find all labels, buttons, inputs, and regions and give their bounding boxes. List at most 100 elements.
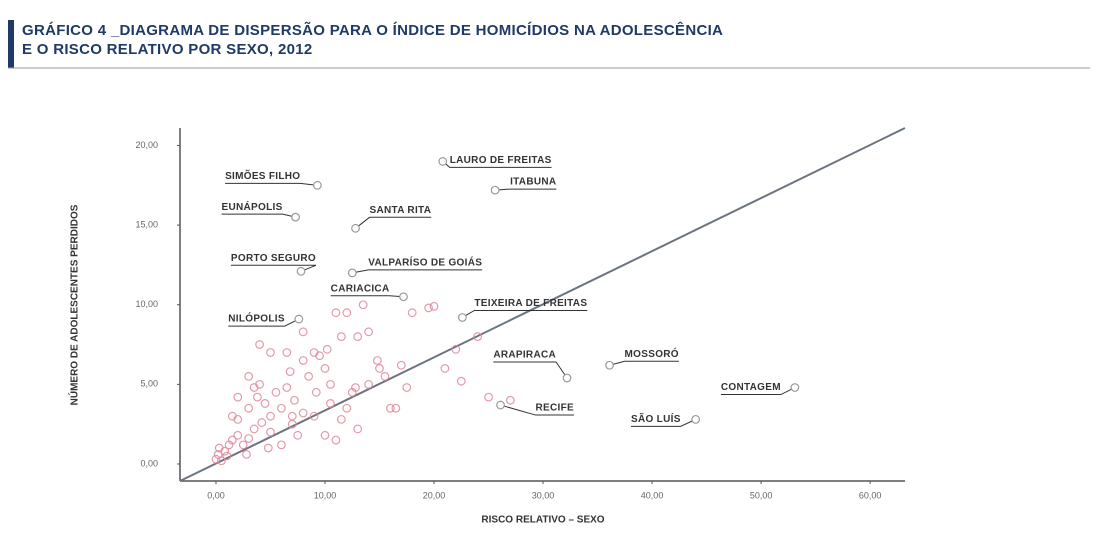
chart-title: GRÁFICO 4 _DIAGRAMA DE DISPERSÃO PARA O … bbox=[22, 21, 723, 39]
point bbox=[233, 392, 243, 402]
point bbox=[372, 356, 382, 365]
point bbox=[505, 395, 515, 405]
point bbox=[691, 414, 701, 424]
point bbox=[396, 360, 406, 370]
point bbox=[266, 348, 275, 357]
point bbox=[364, 379, 374, 389]
point bbox=[242, 450, 251, 459]
point bbox=[217, 456, 226, 466]
y-tick-label: 5,00 bbox=[140, 379, 158, 389]
point bbox=[290, 395, 299, 405]
point bbox=[429, 301, 439, 311]
annotation-leader bbox=[495, 188, 557, 191]
annotation-label: TEIXEIRA DE FREITAS bbox=[474, 298, 587, 309]
point bbox=[375, 364, 384, 373]
point bbox=[294, 314, 304, 324]
point bbox=[399, 292, 408, 302]
point bbox=[244, 403, 254, 413]
point bbox=[249, 383, 259, 392]
point bbox=[336, 414, 346, 424]
x-tick-label: 60,00 bbox=[859, 490, 882, 500]
point bbox=[496, 400, 505, 410]
point bbox=[605, 360, 614, 370]
point bbox=[282, 383, 292, 392]
annotation-label: CONTAGEM bbox=[721, 382, 781, 393]
point bbox=[347, 268, 357, 278]
point bbox=[266, 427, 275, 437]
point bbox=[311, 387, 321, 397]
annotation-label: CARIACICA bbox=[331, 283, 390, 294]
annotation-leader bbox=[500, 404, 575, 416]
annotation-leader bbox=[462, 309, 588, 318]
point bbox=[266, 411, 275, 421]
annotation-leader bbox=[442, 161, 552, 168]
point bbox=[298, 356, 308, 365]
point bbox=[276, 440, 286, 450]
x-axis-label: RISCO RELATIVO – SEXO bbox=[481, 515, 604, 526]
point bbox=[271, 387, 281, 397]
title-bar bbox=[8, 20, 14, 68]
point bbox=[222, 451, 232, 461]
point bbox=[285, 367, 295, 377]
point bbox=[282, 348, 292, 357]
annotation-label: ARAPIRACA bbox=[493, 350, 556, 361]
point bbox=[484, 392, 493, 402]
annotation-label: LAURO DE FREITAS bbox=[450, 155, 552, 166]
annotation-label: VALPARÍSO DE GOIÁS bbox=[368, 256, 482, 269]
annotation-leader bbox=[228, 318, 300, 327]
annotation-label: NILÓPOLIS bbox=[228, 312, 285, 325]
point bbox=[244, 371, 254, 381]
point bbox=[358, 300, 368, 310]
point bbox=[322, 344, 332, 354]
x-tick-label: 30,00 bbox=[532, 490, 555, 500]
annotation-label: SÃO LUÍS bbox=[631, 412, 681, 425]
annotation-label: RECIFE bbox=[536, 403, 574, 414]
point bbox=[353, 332, 363, 341]
point bbox=[227, 435, 237, 445]
annotation-leader bbox=[225, 182, 318, 186]
point bbox=[331, 435, 341, 445]
annotation-label: EUNÁPOLIS bbox=[222, 200, 283, 213]
point bbox=[790, 383, 800, 392]
y-tick-label: 0,00 bbox=[140, 458, 158, 468]
point bbox=[320, 430, 330, 440]
point bbox=[331, 308, 341, 318]
annotation-leader bbox=[230, 264, 317, 272]
reference-line bbox=[179, 127, 906, 482]
point bbox=[386, 403, 395, 413]
point bbox=[304, 371, 314, 381]
annotation-leader bbox=[330, 295, 404, 298]
annotation-label: MOSSORÓ bbox=[625, 347, 679, 360]
point bbox=[326, 379, 335, 389]
point bbox=[438, 157, 448, 166]
point bbox=[253, 392, 262, 402]
point bbox=[298, 327, 308, 337]
annotation-leader bbox=[720, 387, 796, 396]
point bbox=[291, 212, 300, 222]
point bbox=[220, 446, 230, 456]
point bbox=[380, 371, 390, 381]
annotation-label: PORTO SEGURO bbox=[231, 253, 316, 264]
point bbox=[238, 440, 248, 450]
point bbox=[407, 308, 417, 318]
annotation-leader bbox=[609, 360, 679, 366]
point bbox=[249, 424, 259, 434]
point bbox=[263, 443, 273, 453]
point bbox=[391, 403, 401, 413]
annotation-label: SANTA RITA bbox=[370, 205, 432, 216]
x-tick-label: 10,00 bbox=[314, 490, 337, 500]
point bbox=[293, 430, 303, 440]
point bbox=[244, 434, 254, 443]
point bbox=[309, 411, 319, 421]
point bbox=[315, 351, 324, 361]
point bbox=[320, 364, 330, 373]
point bbox=[440, 364, 450, 373]
annotation-leader bbox=[631, 418, 696, 427]
point bbox=[424, 303, 433, 313]
point bbox=[456, 376, 466, 386]
point bbox=[312, 180, 322, 190]
point bbox=[257, 418, 267, 427]
annotation-leader bbox=[493, 361, 568, 379]
point bbox=[364, 327, 374, 337]
chart-title: E O RISCO RELATIVO POR SEXO, 2012 bbox=[22, 41, 313, 58]
